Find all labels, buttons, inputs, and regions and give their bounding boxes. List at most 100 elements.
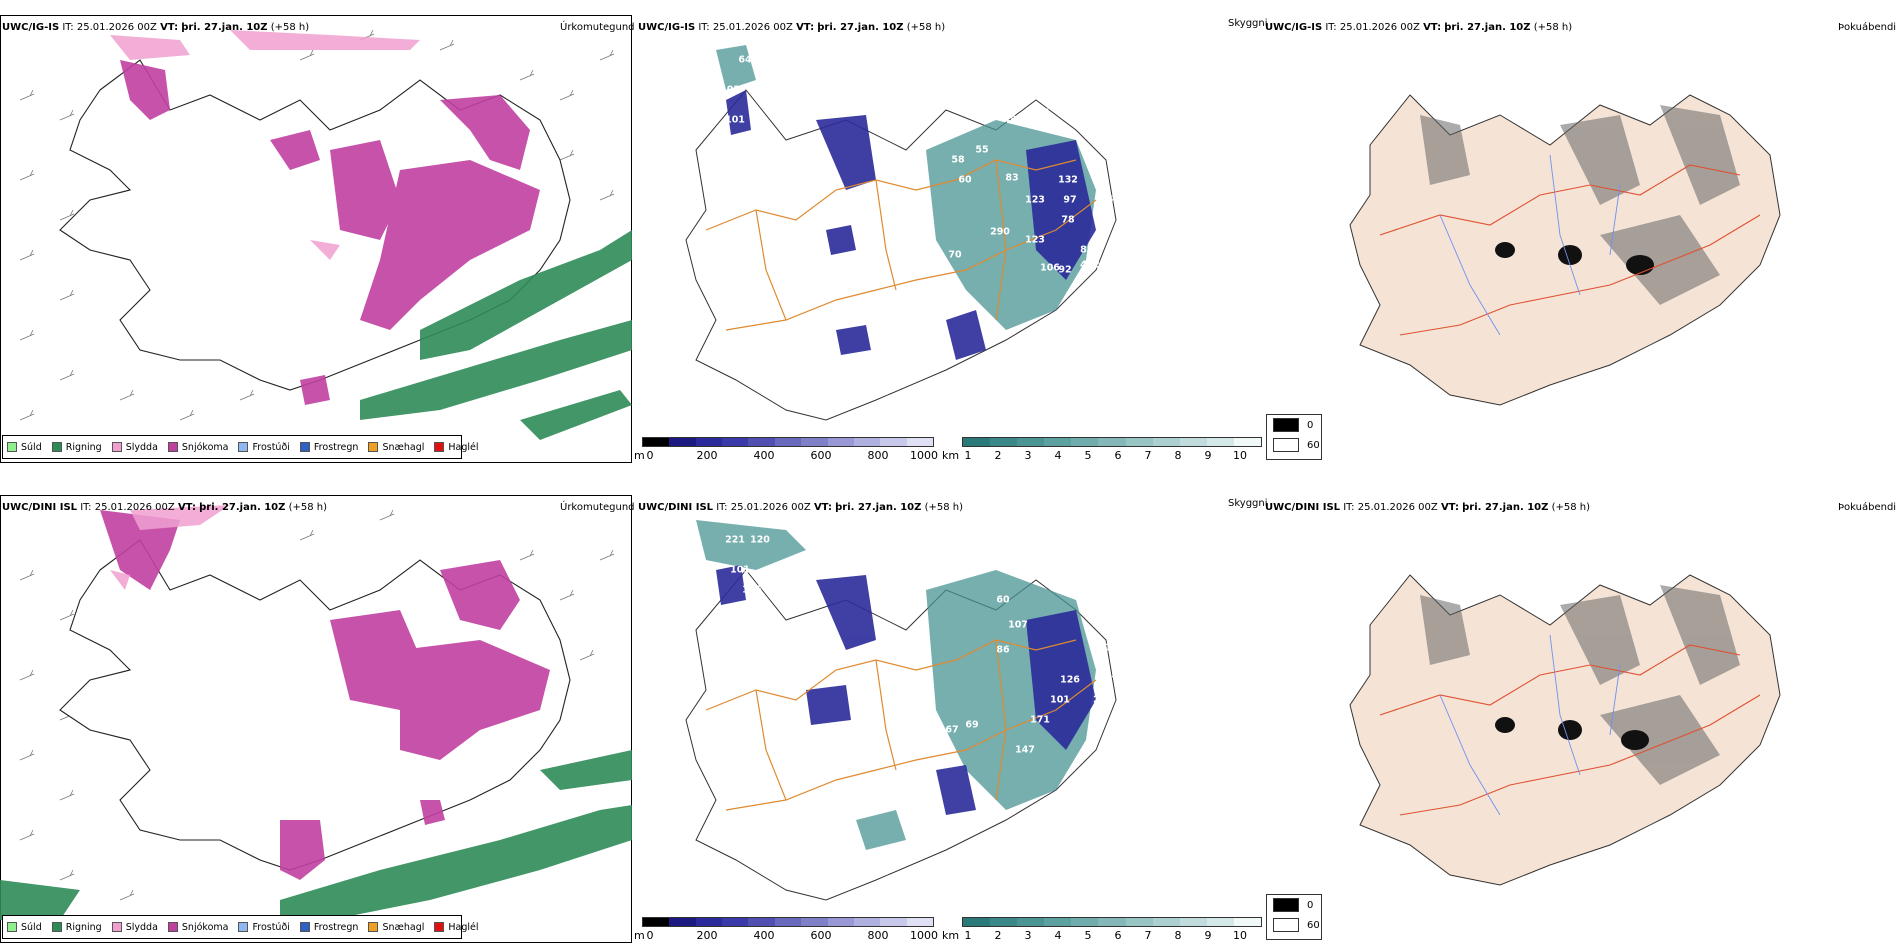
legend-item-sudl: Súld xyxy=(7,922,42,933)
cloud-base-value: 123 xyxy=(1025,234,1045,246)
lead-time: (+58 h) xyxy=(270,22,310,33)
tick: 7 xyxy=(1144,929,1152,942)
cloud-base-value: 70 xyxy=(948,249,962,261)
colorbar-step xyxy=(1152,918,1180,926)
colorbar-step xyxy=(722,918,749,926)
cloud-base-value: 84 xyxy=(1036,107,1050,119)
fog-title-1: Þokuábendi xyxy=(1838,22,1897,33)
cloud-base-value: 64 xyxy=(738,54,752,66)
cloud-base-value: 131 xyxy=(1162,644,1182,656)
cloud-base-value: 181 xyxy=(1120,666,1140,678)
cloud-base-value: 37 xyxy=(1143,272,1157,284)
road-network xyxy=(705,639,1097,811)
swatch xyxy=(51,442,62,452)
cloud-base-value: 12 xyxy=(1161,216,1175,228)
colorbar-step xyxy=(827,438,854,446)
cloud-base-value: 15 xyxy=(1173,234,1187,246)
rain-areas xyxy=(360,230,632,440)
cloud-base-value: 106 xyxy=(1040,262,1060,274)
swatch xyxy=(1273,438,1299,452)
swatch xyxy=(7,922,17,932)
precip-legend-1: Súld Rigning Slydda Snjókoma Frostúði Fr… xyxy=(2,435,479,459)
colorbar-step xyxy=(1206,918,1234,926)
tick: 0 xyxy=(646,929,654,942)
cloud-base-value: 169 xyxy=(1100,194,1120,206)
cloud-base-value: 191 xyxy=(1130,124,1150,136)
colorbar-step xyxy=(880,918,907,926)
colorbar-step xyxy=(990,438,1018,446)
swatch xyxy=(167,442,178,452)
tick: 1 xyxy=(964,449,972,462)
fog-legend-low: 60 xyxy=(1267,915,1321,935)
cloud-base-value: 48 xyxy=(1003,114,1017,126)
colorbar-step xyxy=(1098,438,1126,446)
cloud-base-value: 112 xyxy=(1098,624,1118,636)
legend-item-frostregn: Frostregn xyxy=(299,442,358,453)
colorbar-step xyxy=(669,918,696,926)
scale-unit: m xyxy=(634,929,645,942)
cloud-base-value: 171 xyxy=(1030,714,1050,726)
colorbar-step xyxy=(853,438,881,446)
colorbar-step xyxy=(1017,438,1045,446)
tick: 2 xyxy=(994,449,1002,462)
colorbar-step xyxy=(853,918,881,926)
legend-item-snjokoma: Snjókoma xyxy=(167,922,228,933)
cloud-base-value: 18 xyxy=(1093,604,1107,616)
cloud-base-value: 102 xyxy=(1068,327,1088,339)
cloud-base-value: 126 xyxy=(1060,674,1080,686)
cloud-base-value: 113 xyxy=(1098,642,1118,654)
cloud-base-value: 31 xyxy=(1063,819,1077,831)
colorbar-step xyxy=(1233,438,1262,446)
legend-item-slydda: Slydda xyxy=(111,922,158,933)
tick: 9 xyxy=(1204,929,1212,942)
cloud-base-value: 101 xyxy=(730,564,750,576)
swatch xyxy=(238,922,249,932)
it-label: IT: xyxy=(62,22,74,33)
colorbar-step xyxy=(880,438,907,446)
cloud-base-value: 91 xyxy=(1108,264,1122,276)
tick: 4 xyxy=(1054,449,1062,462)
tick: 0 xyxy=(646,449,654,462)
colorbar-step xyxy=(906,438,933,446)
tick: 10 xyxy=(1233,449,1247,462)
swatch xyxy=(167,922,178,932)
cloud-map-2 xyxy=(685,520,1117,901)
colorbar-step xyxy=(1071,438,1099,446)
tick: 1000 xyxy=(910,929,938,942)
cloud-base-value: 266 xyxy=(1093,694,1113,706)
legend-item-rigning: Rigning xyxy=(51,442,102,453)
swatch xyxy=(434,442,445,452)
fog-legend-2: 0 60 xyxy=(1266,894,1322,940)
cloud-base-value: 97 xyxy=(1063,194,1077,206)
tick: 1 xyxy=(964,929,972,942)
legend-item-frostregn: Frostregn xyxy=(299,922,358,933)
colorbar-step xyxy=(1125,438,1153,446)
cloud-base-value: 181 xyxy=(1155,194,1175,206)
precip-map-1 xyxy=(19,29,632,440)
colorbar-step xyxy=(1125,918,1153,926)
legend-item-sudl: Súld xyxy=(7,442,42,453)
colorbar-step xyxy=(722,438,749,446)
tick: 8 xyxy=(1174,449,1182,462)
colorbar-step xyxy=(643,918,670,926)
legend-item-haglel: Haglél xyxy=(434,922,479,933)
tick: 2 xyxy=(994,929,1002,942)
colorbar-step xyxy=(990,918,1018,926)
colorbar-step xyxy=(643,438,670,446)
colorbar-step xyxy=(1044,918,1072,926)
cloud-base-value: 79 xyxy=(941,124,955,136)
cloud-base-value: 116 xyxy=(1130,224,1150,236)
scale-unit: km xyxy=(942,449,960,462)
colorbar-step xyxy=(1098,918,1126,926)
colorbar-step xyxy=(906,918,933,926)
legend-item-snjokoma: Snjókoma xyxy=(167,442,228,453)
cloud-base-value: 248 xyxy=(1077,587,1097,599)
colorbar-step xyxy=(1179,438,1207,446)
legend-item-frostudi: Frostúði xyxy=(238,442,290,453)
tick: 400 xyxy=(753,929,775,942)
visibility-scale-2: km 1 2 3 4 5 6 7 8 9 10 xyxy=(942,917,1262,947)
colorbar-step xyxy=(1071,918,1099,926)
cloud-base-value: 58 xyxy=(951,154,965,166)
tick: 9 xyxy=(1204,449,1212,462)
colorbar-step xyxy=(1179,918,1207,926)
